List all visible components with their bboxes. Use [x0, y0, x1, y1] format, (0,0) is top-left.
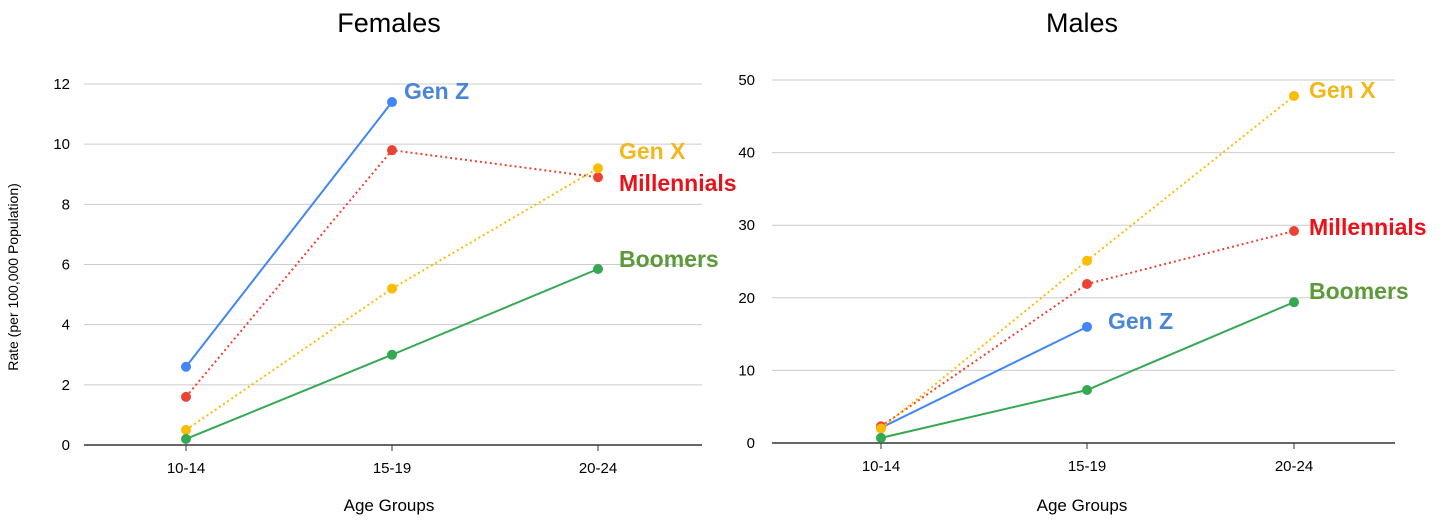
series-line-gen-z [185, 101, 393, 368]
series-line-gen-x [185, 167, 599, 431]
females-chart: Females 0 2 4 6 8 10 12 10-14 15-19 20-24 Age Group… [5, 8, 737, 515]
data-point-gen-x [1289, 90, 1299, 101]
series-label-millennials: Millennials [619, 170, 737, 196]
x-tick-label: 20-24 [579, 460, 617, 477]
data-point-gen-x [387, 283, 397, 294]
series-label-gen-x: Gen X [1309, 77, 1376, 103]
series-label-gen-x: Gen X [619, 138, 686, 164]
y-tick-label: 8 [62, 196, 70, 213]
x-tick-label: 15-19 [1068, 458, 1106, 475]
data-point-boomers [1289, 297, 1299, 308]
data-point-gen-x [593, 163, 603, 174]
y-tick-label: 20 [738, 290, 755, 307]
data-point-millennials [593, 172, 603, 183]
series-label-boomers: Boomers [619, 246, 719, 272]
x-axis-title: Age Groups [344, 496, 435, 515]
data-point-millennials [387, 145, 397, 156]
series-line-millennials [185, 149, 599, 398]
data-point-millennials [1082, 279, 1092, 290]
y-tick-label: 10 [53, 136, 70, 153]
data-point-boomers [593, 264, 603, 275]
data-point-boomers [1082, 385, 1092, 396]
series-label-millennials: Millennials [1309, 214, 1427, 240]
y-tick-label: 50 [738, 72, 755, 89]
y-tick-label: 0 [747, 435, 755, 452]
males-chart: Males 0 10 20 30 40 50 10-14 15-19 20-24 Age Group… [738, 8, 1426, 515]
y-tick-label: 6 [62, 257, 70, 274]
data-point-boomers [387, 349, 397, 360]
data-point-gen-x [1082, 255, 1092, 266]
x-tick-label: 15-19 [373, 460, 411, 477]
data-point-millennials [181, 391, 191, 402]
data-point-boomers [876, 432, 886, 443]
y-tick-label: 4 [62, 317, 70, 334]
data-point-gen-z [1082, 321, 1092, 332]
data-point-boomers [181, 433, 191, 444]
y-axis-title: Rate (per 100,000 Population) [5, 183, 21, 371]
chart-title: Females [337, 8, 441, 38]
series-label-boomers: Boomers [1309, 278, 1409, 304]
series-line-gen-z [880, 325, 1088, 429]
data-point-gen-x [876, 423, 886, 434]
data-point-millennials [1289, 226, 1299, 237]
data-point-gen-x [181, 424, 191, 435]
x-tick-label: 20-24 [1275, 458, 1313, 475]
y-tick-label: 10 [738, 362, 755, 379]
x-tick-label: 10-14 [862, 458, 900, 475]
y-tick-label: 40 [738, 145, 755, 162]
y-tick-label: 12 [53, 76, 70, 93]
data-point-gen-z [387, 97, 397, 108]
y-tick-label: 30 [738, 217, 755, 234]
x-axis-title: Age Groups [1037, 496, 1128, 515]
series-label-gen-z: Gen Z [1108, 308, 1173, 334]
y-tick-label: 0 [62, 437, 70, 454]
x-tick-label: 10-14 [167, 460, 205, 477]
chart-title: Males [1046, 8, 1118, 38]
data-point-gen-z [181, 361, 191, 372]
y-tick-label: 2 [62, 377, 70, 394]
series-label-gen-z: Gen Z [404, 78, 469, 104]
